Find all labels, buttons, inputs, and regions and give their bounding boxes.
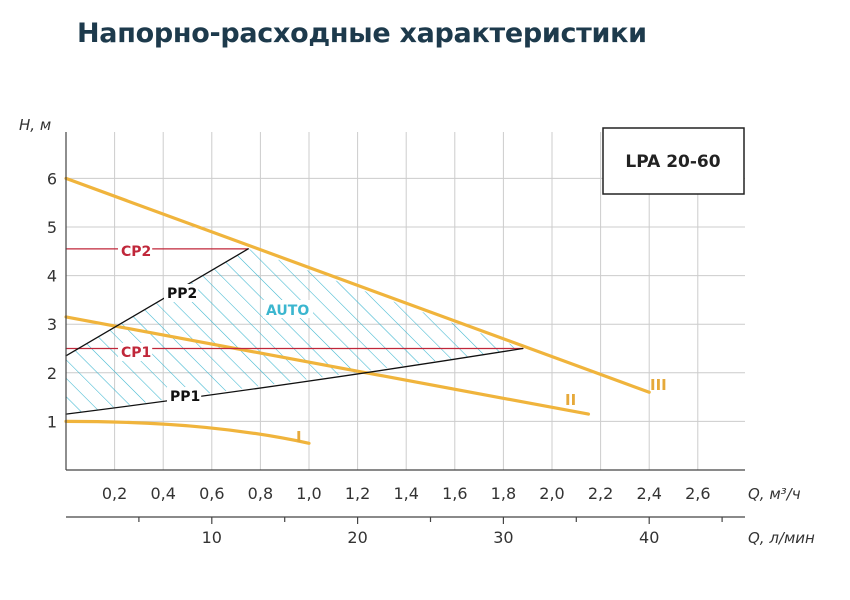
series-label-background <box>118 242 153 260</box>
x-tick-label: 1,6 <box>442 484 467 503</box>
x-tick-label: 0,2 <box>102 484 127 503</box>
series-label-i: I <box>296 428 302 446</box>
series-label-cp2: CP2 <box>121 244 151 260</box>
series-line-ii <box>64 315 591 416</box>
series-line-pp2 <box>65 248 249 357</box>
series-line-iii <box>64 176 651 394</box>
series-label-iii: III <box>650 376 667 394</box>
model-name: LPA 20-60 <box>625 152 720 172</box>
x-tick-label: 1,4 <box>393 484 418 503</box>
series-line-i <box>64 419 311 445</box>
secondary-x-tick-label: 10 <box>202 528 222 547</box>
x-tick-label: 2,2 <box>588 484 613 503</box>
x-tick-label: 1,8 <box>491 484 516 503</box>
series-label-pp2: PP2 <box>167 286 197 302</box>
series-layer <box>64 176 651 445</box>
series-label-ii: II <box>565 391 576 409</box>
y-tick-label: 4 <box>47 267 57 286</box>
series-label-background <box>164 284 199 302</box>
secondary-x-tick-label: 40 <box>639 528 659 547</box>
y-tick-label: 3 <box>47 315 57 334</box>
x-tick-label: 2,4 <box>636 484 661 503</box>
auto-label-background <box>263 300 313 318</box>
x-tick-label: 0,6 <box>199 484 224 503</box>
x-tick-label: 2,0 <box>539 484 564 503</box>
x-tick-label: 1,2 <box>345 484 370 503</box>
series-label-background <box>167 387 202 405</box>
series-label-pp1: PP1 <box>170 389 200 405</box>
y-tick-label: 1 <box>47 412 57 431</box>
secondary-x-axis-label: Q, л/мин <box>748 529 815 547</box>
x-tick-label: 1,0 <box>296 484 321 503</box>
x-tick-label: 0,8 <box>248 484 273 503</box>
y-tick-label: 5 <box>47 218 57 237</box>
secondary-x-tick-label: 30 <box>493 528 513 547</box>
series-line-pp1 <box>65 347 524 415</box>
y-tick-label: 6 <box>47 169 57 188</box>
series-label-cp1: CP1 <box>121 345 151 361</box>
axes: 1 2 3 4 5 6 0,2 0,4 0,6 0,8 1,0 1,2 1,4 1,6 1,8 2,0 2,2 2… <box>19 116 815 547</box>
secondary-x-tick-label: 20 <box>347 528 367 547</box>
y-tick-label: 2 <box>47 364 57 383</box>
page-title: Напорно-расходные характеристики <box>77 18 647 49</box>
auto-area-label: AUTO <box>266 303 309 319</box>
y-axis-label: H, м <box>19 116 51 134</box>
x-axis-label: Q, м³/ч <box>748 485 801 503</box>
x-tick-label: 2,6 <box>685 484 710 503</box>
x-tick-label: 0,4 <box>150 484 175 503</box>
series-label-background <box>118 343 153 361</box>
model-box: LPA 20-60 <box>602 127 745 195</box>
